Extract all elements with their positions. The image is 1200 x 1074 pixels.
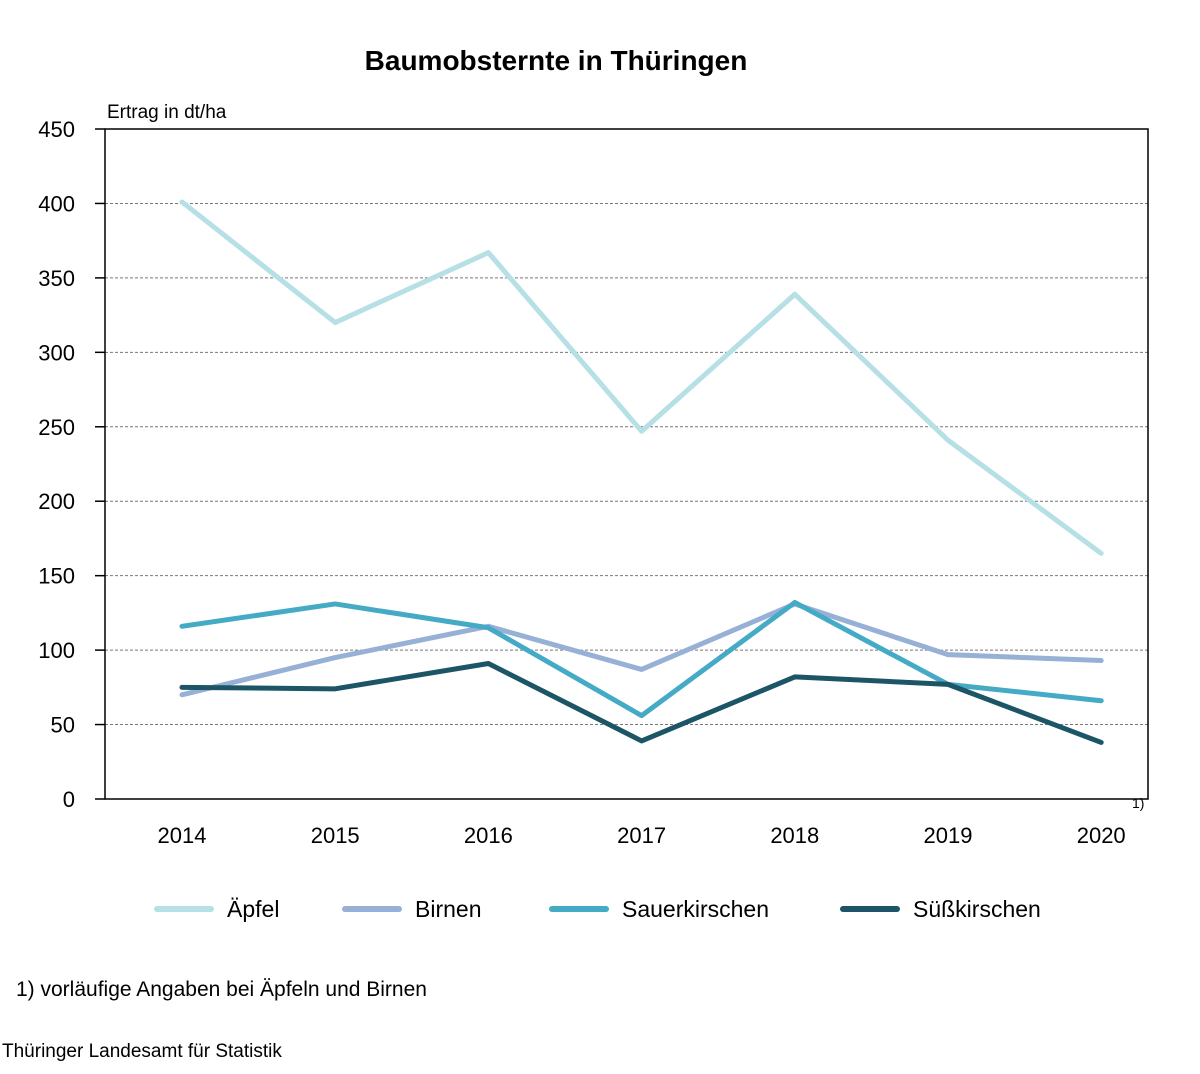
y-tick-label: 450 xyxy=(38,117,75,142)
legend-label: Sauerkirschen xyxy=(622,896,769,922)
legend-label: Äpfel xyxy=(227,896,279,922)
x-tick-label: 2016 xyxy=(464,823,513,848)
series-line-äpfel xyxy=(179,199,1104,556)
legend-label: Süßkirschen xyxy=(913,896,1041,922)
series-line-birnen xyxy=(179,601,1104,698)
x-tick-label: 2018 xyxy=(770,823,819,848)
plot-frame xyxy=(104,128,1149,800)
x-tick-label: 2017 xyxy=(617,823,666,848)
source: Thüringer Landesamt für Statistik xyxy=(2,1041,282,1062)
y-tick-label: 400 xyxy=(38,191,75,216)
legend-label: Birnen xyxy=(415,896,481,922)
y-tick-label: 300 xyxy=(38,340,75,365)
series-line-süßkirschen xyxy=(179,661,1104,745)
footnote-marker: 1) xyxy=(1132,795,1144,811)
y-axis-label: Ertrag in dt/ha xyxy=(107,102,227,123)
footnote: 1) vorläufige Angaben bei Äpfeln und Bir… xyxy=(16,978,427,1001)
x-tick-label: 2015 xyxy=(311,823,360,848)
y-tick-label: 250 xyxy=(38,415,75,440)
chart-title: Baumobsternte in Thüringen xyxy=(365,45,748,76)
y-tick-label: 50 xyxy=(51,713,75,738)
y-tick-label: 100 xyxy=(38,638,75,663)
x-tick-label: 2014 xyxy=(158,823,207,848)
y-tick-label: 200 xyxy=(38,489,75,514)
y-tick-label: 0 xyxy=(63,787,75,812)
x-tick-label: 2020 xyxy=(1077,823,1126,848)
x-tick-label: 2019 xyxy=(924,823,973,848)
y-tick-label: 150 xyxy=(38,564,75,589)
y-tick-label: 350 xyxy=(38,266,75,291)
